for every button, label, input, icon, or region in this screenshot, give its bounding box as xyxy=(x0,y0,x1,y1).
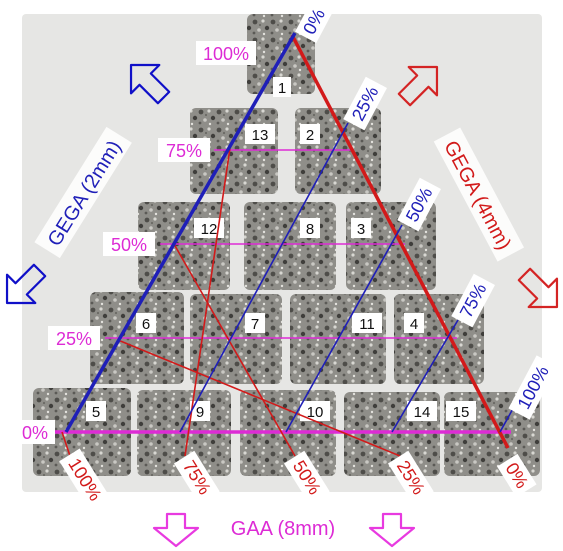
axis-title-box xyxy=(433,127,525,262)
sample-label-box xyxy=(245,313,265,333)
sample-label-box xyxy=(446,401,476,421)
sample-label: 12 xyxy=(201,221,218,238)
sample-label: 13 xyxy=(252,127,269,144)
hollow-arrow-down-right-icon xyxy=(517,267,559,309)
tick-gega2-75: 75% xyxy=(166,141,202,161)
tick-box xyxy=(508,355,558,420)
hollow-arrow-down-icon xyxy=(152,512,200,548)
specimen-7: 7 xyxy=(190,294,282,384)
tick-box xyxy=(173,450,220,505)
hollow-arrow-up-right-icon xyxy=(397,65,439,107)
specimens: 1 13 2 12 8 3 6 xyxy=(33,14,540,476)
sample-label-box xyxy=(300,124,320,144)
sample-label-box xyxy=(300,218,320,238)
sample-label: 2 xyxy=(306,127,314,144)
sample-label-box xyxy=(300,401,330,421)
sample-label-box xyxy=(273,77,291,97)
sample-label: 4 xyxy=(410,316,418,333)
axis-title-gaa: GAA (8mm) xyxy=(231,518,335,540)
sample-label-box xyxy=(407,401,437,421)
red-grid-lines xyxy=(61,34,510,457)
sample-label: 8 xyxy=(306,221,314,238)
specimen-13: 13 xyxy=(190,108,278,194)
hollow-arrow-up-left-icon xyxy=(129,63,171,105)
blue-grid-lines xyxy=(64,32,516,433)
grid-line-gaa-25 xyxy=(117,339,401,457)
tick-box xyxy=(196,41,256,65)
tick-box xyxy=(387,450,434,505)
specimen-8: 8 xyxy=(244,202,336,290)
specimen-2: 2 xyxy=(295,108,381,194)
tick-box xyxy=(295,0,335,44)
tick-gega2-25: 25% xyxy=(56,329,92,349)
sample-label-box xyxy=(245,124,275,144)
sample-label-box xyxy=(194,218,224,238)
sample-label: 3 xyxy=(357,221,365,238)
sample-label: 15 xyxy=(453,404,470,421)
grid-line-gega4-50 xyxy=(285,224,403,433)
sample-label-box xyxy=(404,313,424,333)
tick-box xyxy=(158,138,210,162)
tick-box xyxy=(343,76,387,131)
specimen-14: 14 xyxy=(344,392,440,476)
axis-title-box xyxy=(34,126,132,259)
tick-box xyxy=(48,326,100,350)
tick-box xyxy=(103,232,155,256)
edge-gega2 xyxy=(64,32,297,433)
sample-label: 9 xyxy=(196,404,204,421)
tick-gega2-0: 0% xyxy=(22,423,48,443)
sample-label-box xyxy=(86,401,106,421)
hollow-arrow-down-left-icon xyxy=(5,263,47,305)
sample-label: 7 xyxy=(251,316,259,333)
hollow-arrow-down-icon xyxy=(368,512,416,548)
grid-line-gega4-25 xyxy=(179,122,349,433)
gaa-axis: GAA (8mm) xyxy=(152,512,416,548)
sample-label: 1 xyxy=(278,80,286,97)
tick-gega2-50: 50% xyxy=(111,235,147,255)
tick-box xyxy=(497,453,537,498)
sample-label: 10 xyxy=(307,404,324,421)
sample-label: 14 xyxy=(414,404,431,421)
tick-box xyxy=(451,273,495,328)
grid-line-gaa-50 xyxy=(173,243,296,457)
grid-line-gaa-100 xyxy=(61,431,71,457)
sample-label: 11 xyxy=(359,316,375,333)
gaa-tick-labels: 100% 75% 50% 25% 0% xyxy=(59,448,537,511)
tick-box xyxy=(397,177,441,232)
sample-label-box xyxy=(352,313,382,333)
sample-label: 5 xyxy=(92,404,100,421)
gega2-tick-labels: 100% 75% 50% 25% 0% xyxy=(15,41,256,444)
sample-label-box xyxy=(351,218,371,238)
grid-line-gega4-75 xyxy=(391,319,459,433)
tick-box xyxy=(15,420,55,444)
gega4-tick-labels: 0% 25% 50% 75% 100% xyxy=(295,0,558,420)
tick-gega2-100: 100% xyxy=(203,44,249,64)
sample-label: 6 xyxy=(142,316,150,333)
edge-gega4 xyxy=(290,34,510,449)
sample-label-box xyxy=(136,313,156,333)
tick-box xyxy=(283,450,330,505)
tick-box xyxy=(59,448,111,511)
